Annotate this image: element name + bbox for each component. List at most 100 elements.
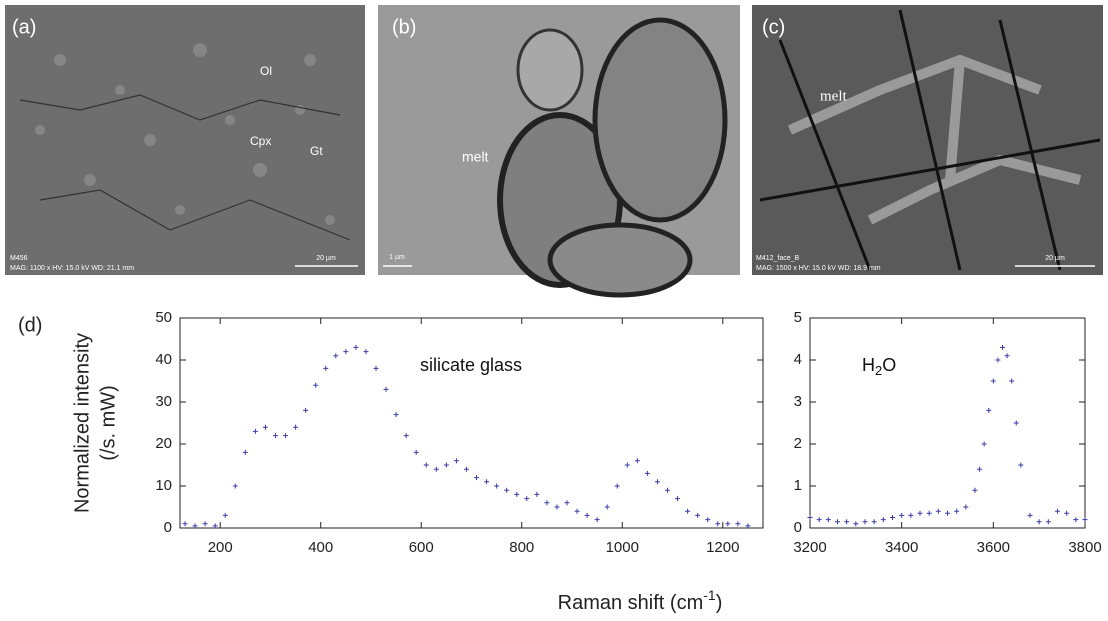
scale-bar-label: 20 µm (1045, 255, 1065, 262)
data-point (433, 466, 439, 472)
data-point (995, 357, 1001, 363)
x-tick-label: 200 (208, 539, 233, 556)
data-point (524, 496, 530, 502)
data-point (544, 500, 550, 506)
data-point (1004, 353, 1010, 359)
data-point (192, 523, 198, 529)
data-point (484, 479, 490, 485)
data-point (880, 517, 886, 523)
annotation: melt (462, 149, 489, 165)
data-point (862, 519, 868, 525)
panel-label: (a) (12, 16, 36, 38)
data-point (735, 521, 741, 527)
data-point (807, 515, 813, 520)
data-point (333, 353, 339, 359)
y-tick-label: 0 (164, 519, 172, 536)
data-point (413, 449, 419, 455)
data-point (423, 462, 429, 468)
x-tick-label: 600 (409, 539, 434, 556)
data-point (1064, 510, 1070, 516)
data-point (363, 349, 369, 355)
data-point (242, 449, 248, 455)
data-point (1009, 378, 1015, 384)
data-point (453, 458, 459, 464)
image-panel-b: (b) melt 1 µm (378, 5, 740, 298)
x-axis-title: Raman shift (cm-1) (558, 587, 723, 615)
panel-label: (c) (762, 16, 785, 38)
sem-image (752, 5, 1103, 275)
data-point (644, 470, 650, 476)
data-point (443, 462, 449, 468)
data-point (564, 500, 570, 506)
data-point (1073, 517, 1079, 523)
image-info: MAG: 1500 x HV: 15.0 kV WD: 18.9 mm (756, 265, 881, 272)
data-point (514, 491, 520, 497)
image-panel-c: (c) melt M412_face_B MAG: 1500 x HV: 15.… (752, 5, 1103, 275)
data-point (1055, 508, 1060, 514)
data-point (232, 483, 238, 489)
data-point (343, 349, 349, 355)
x-tick-label: 800 (509, 539, 534, 556)
data-point (212, 523, 218, 529)
y-tick-label: 2 (794, 435, 802, 452)
data-point (313, 382, 319, 388)
data-point (252, 428, 258, 434)
x-tick-label: 1000 (606, 539, 639, 556)
data-point (1018, 462, 1024, 468)
data-point (945, 510, 950, 516)
data-point (182, 521, 188, 527)
data-point (1045, 519, 1051, 525)
data-point (393, 412, 399, 418)
data-point (624, 462, 630, 468)
x-tick-label: 3400 (885, 539, 918, 556)
data-point (1027, 512, 1033, 518)
annotation: Cpx (250, 134, 271, 148)
data-point (303, 407, 309, 413)
data-point (594, 517, 600, 523)
scale-bar-label: 1 µm (389, 254, 405, 261)
data-point (715, 521, 721, 527)
data-point (262, 424, 268, 430)
plot-frame (809, 317, 1086, 529)
data-point (844, 519, 850, 525)
y-tick-label: 5 (794, 309, 802, 326)
annotation-part: O (882, 355, 896, 375)
data-point (926, 510, 932, 516)
sample-id: M456 (10, 255, 28, 262)
y-tick-label: 30 (155, 393, 172, 410)
annotation-part: silicate glass (420, 355, 522, 375)
y-axis-title: Normalized intensity (71, 333, 93, 513)
x-tick-label: 3600 (977, 539, 1010, 556)
data-point (705, 517, 711, 523)
data-point (1013, 420, 1019, 426)
panel-label: (d) (18, 314, 42, 336)
data-point (293, 424, 299, 430)
y-tick-label: 0 (794, 519, 802, 536)
sem-image (5, 5, 365, 275)
annotation: Ol (260, 64, 272, 78)
x-tick-label: 1200 (706, 539, 739, 556)
data-point (986, 407, 992, 413)
data-point (634, 458, 640, 464)
data-point (954, 508, 960, 514)
data-point (383, 386, 389, 392)
data-point (1082, 517, 1088, 523)
y-tick-label: 40 (155, 351, 172, 368)
data-point (890, 515, 895, 520)
data-point (272, 433, 278, 439)
data-point (853, 521, 859, 527)
x-axis-title-sup: -1 (703, 587, 716, 603)
data-point (222, 512, 228, 518)
data-point (202, 521, 208, 527)
data-point (463, 466, 469, 472)
x-tick-label: 400 (308, 539, 333, 556)
data-point (917, 510, 923, 516)
data-point (990, 378, 996, 384)
data-point (353, 344, 359, 350)
plot-frame (179, 317, 764, 529)
data-point (474, 475, 480, 481)
data-point (494, 483, 500, 489)
annotation-part: 2 (875, 363, 882, 378)
data-point (1036, 519, 1042, 525)
